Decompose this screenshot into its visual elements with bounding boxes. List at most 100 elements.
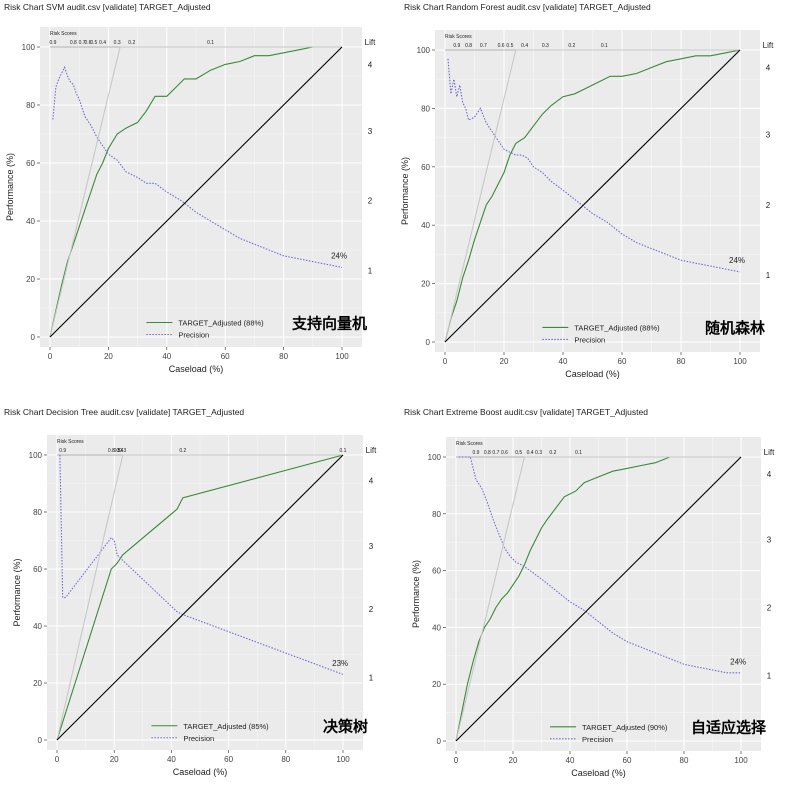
- y-axis-label: Performance (%): [12, 558, 22, 626]
- y-axis-label: Performance (%): [411, 560, 421, 628]
- y-tick-label: 20: [33, 679, 42, 688]
- legend-label-precision: Precision: [574, 335, 605, 344]
- lift-axis-title: Lift: [764, 448, 775, 457]
- risk-scores-label: Risk Scores: [445, 34, 472, 40]
- x-tick-label: 60: [224, 755, 233, 764]
- chart-title: Risk Chart Extreme Boost audit.csv [vali…: [404, 407, 648, 417]
- method-chinese-label: 随机森林: [705, 319, 766, 337]
- series-line-target-adjusted-90: [455, 456, 741, 742]
- chart-svg: Risk Chart SVM audit.csv [validate] TARG…: [4, 2, 376, 374]
- risk-score-tick-label: 0.5: [90, 40, 97, 46]
- risk-score-tick-label: 0.2: [549, 450, 556, 456]
- method-chinese-label: 支持向量机: [291, 314, 367, 332]
- risk-score-tick-label: 0.3: [535, 450, 542, 456]
- chart-svg: Risk Chart Extreme Boost audit.csv [vali…: [404, 407, 775, 778]
- series-line-target-adjusted-88: [444, 49, 741, 343]
- lift-tick-label: 2: [369, 605, 374, 614]
- x-tick-label: 40: [167, 755, 176, 764]
- precision-end-label: 24%: [331, 252, 347, 261]
- y-tick-label: 0: [38, 736, 43, 745]
- x-axis-label: Caseload (%): [571, 768, 626, 778]
- y-tick-label: 80: [33, 508, 42, 517]
- risk-score-tick-label: 0.7: [79, 40, 86, 46]
- risk-score-tick-label: 0.5: [515, 450, 522, 456]
- y-axis-label: Performance (%): [5, 153, 15, 221]
- lift-tick-label: 1: [369, 673, 374, 682]
- y-tick-label: 40: [432, 623, 441, 632]
- series-line-optimal: [444, 49, 740, 343]
- risk-score-tick-label: 0.1: [207, 40, 214, 46]
- risk-score-tick-label: 0.6: [498, 43, 505, 49]
- risk-score-tick-label: 0.4: [99, 40, 106, 46]
- x-tick-label: 20: [104, 352, 113, 361]
- lift-tick-label: 4: [766, 64, 771, 73]
- x-tick-label: 80: [680, 756, 689, 765]
- x-tick-label: 60: [221, 352, 230, 361]
- y-tick-label: 40: [421, 221, 430, 230]
- risk-score-tick-label: 0.4: [521, 43, 528, 49]
- legend-label-target: TARGET_Adjusted (88%): [574, 323, 660, 332]
- x-tick-label: 20: [500, 357, 509, 366]
- risk-score-tick-label: 0.2: [568, 43, 575, 49]
- risk-score-tick-label: 0.2: [128, 40, 135, 46]
- precision-end-label: 24%: [729, 256, 745, 265]
- legend-label-target: TARGET_Adjusted (88%): [178, 319, 264, 328]
- chart-panel-svm: Risk Chart SVM audit.csv [validate] TARG…: [0, 0, 400, 400]
- risk-score-tick-label: 0.5: [506, 43, 513, 49]
- lift-tick-label: 4: [369, 477, 374, 486]
- chart-panel-decision-tree: Risk Chart Decision Tree audit.csv [vali…: [0, 405, 400, 805]
- series-line-optimal: [56, 454, 343, 741]
- risk-score-tick-label: 0.6: [84, 40, 91, 46]
- lift-tick-label: 4: [368, 60, 373, 69]
- series-line-precision: [52, 65, 343, 268]
- x-axis-label: Caseload (%): [173, 767, 228, 777]
- legend-label-target: TARGET_Adjusted (90%): [582, 723, 668, 732]
- risk-score-tick-label: 0.8: [465, 43, 472, 49]
- x-tick-label: 100: [336, 755, 350, 764]
- series-line-baseline: [455, 456, 742, 742]
- risk-score-tick-label: 0.1: [575, 450, 582, 456]
- y-tick-label: 0: [426, 338, 431, 347]
- chart-panel-random-forest: Risk Chart Random Forest audit.csv [vali…: [400, 0, 800, 400]
- y-tick-label: 20: [432, 680, 441, 689]
- x-tick-label: 0: [454, 756, 459, 765]
- x-tick-label: 80: [281, 755, 290, 764]
- x-axis-label: Caseload (%): [565, 369, 620, 379]
- y-tick-label: 80: [421, 104, 430, 113]
- series-line-baseline: [444, 49, 741, 343]
- method-chinese-label: 自适应选择: [691, 718, 767, 736]
- chart-svg: Risk Chart Random Forest audit.csv [vali…: [400, 2, 774, 379]
- x-axis-label: Caseload (%): [169, 364, 224, 374]
- series-line-target-adjusted-85: [56, 454, 344, 741]
- legend-label-precision: Precision: [582, 735, 613, 744]
- series-line-optimal: [455, 456, 741, 742]
- risk-score-tick-label: 0.5: [114, 448, 121, 454]
- chart-title: Risk Chart Random Forest audit.csv [vali…: [404, 2, 651, 12]
- y-tick-label: 40: [33, 622, 42, 631]
- y-axis-label: Performance (%): [400, 157, 410, 225]
- risk-score-tick-label: 0.8: [70, 40, 77, 46]
- chart-title: Risk Chart Decision Tree audit.csv [vali…: [4, 407, 244, 417]
- y-tick-label: 100: [417, 46, 431, 55]
- risk-score-tick-label: 0.4: [527, 450, 534, 456]
- lift-tick-label: 2: [766, 201, 771, 210]
- risk-score-tick-label: 0.3: [119, 448, 126, 454]
- series-line-precision: [59, 454, 344, 675]
- risk-scores-label: Risk Scores: [50, 31, 77, 37]
- lift-axis-title: Lift: [763, 41, 774, 50]
- y-tick-label: 60: [432, 567, 441, 576]
- x-tick-label: 100: [733, 357, 747, 366]
- y-tick-label: 100: [22, 43, 36, 52]
- series-line-optimal: [49, 46, 342, 338]
- x-tick-label: 40: [566, 756, 575, 765]
- series-line-baseline: [56, 454, 344, 741]
- y-tick-label: 0: [31, 333, 36, 342]
- x-tick-label: 60: [618, 357, 627, 366]
- precision-end-label: 24%: [730, 657, 746, 666]
- x-tick-label: 100: [335, 352, 349, 361]
- risk-scores-label: Risk Scores: [57, 439, 84, 445]
- chart-svg: Risk Chart Decision Tree audit.csv [vali…: [4, 407, 377, 777]
- lift-tick-label: 1: [766, 271, 771, 280]
- lift-tick-label: 3: [767, 535, 772, 544]
- lift-tick-label: 2: [368, 197, 373, 206]
